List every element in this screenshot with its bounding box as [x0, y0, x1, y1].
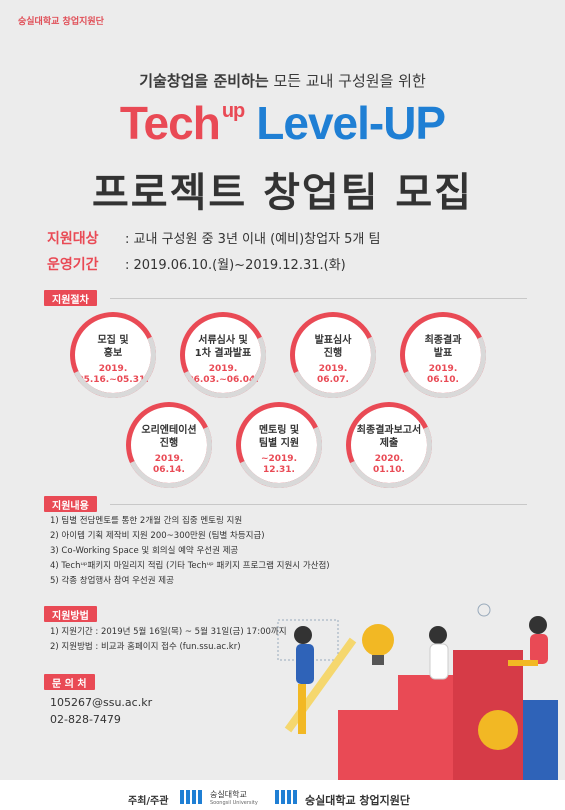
list-item: 3) Co-Working Space 및 회의실 예약 우선권 제공 — [50, 546, 239, 556]
footer-host-label: 주최/주관 — [128, 796, 169, 807]
footer-startup-center: 숭실대학교 창업지원단 — [305, 794, 411, 807]
step-date: 2020. 01.10. — [373, 454, 405, 475]
list-item: 2) 지원방법 : 비교과 홈페이지 접수 (fun.ssu.ac.kr) — [50, 642, 241, 652]
step-name: 오리엔테이션 진행 — [141, 425, 197, 449]
step-7: 최종결과보고서 제출 2020. 01.10. — [346, 402, 432, 488]
title-tech: Tech — [119, 97, 221, 149]
step-name: 발표심사 진행 — [314, 335, 352, 359]
list-item: 1) 팀별 전담멘토를 통한 2개월 간의 집중 멘토링 지원 — [50, 516, 243, 526]
step-name: 서류심사 및 1차 결과발표 — [194, 335, 252, 359]
step-date: 2019. 06.10. — [427, 364, 459, 385]
startup-center-logo-icon — [275, 789, 299, 808]
info-target-key: 지원대상 — [47, 231, 99, 247]
info-target-value: : 교내 구성원 중 3년 이내 (예비)창업자 5개 팀 — [125, 232, 381, 247]
list-item: 1) 지원기간 : 2019년 5월 16일(목) ~ 5월 31일(금) 17… — [50, 627, 287, 637]
title-up-superscript: up — [221, 100, 245, 122]
section-divider — [110, 504, 527, 505]
list-item: 4) Techᵘᵖ패키지 마일리지 적립 (기타 Techᵘᵖ 패키지 프로그램… — [50, 561, 330, 571]
section-label-contact: 문 의 처 — [44, 674, 95, 690]
section-label-content: 지원내용 — [44, 496, 97, 512]
step-date: 2019. 06.14. — [153, 454, 185, 475]
step-date: 2019. 06.03.~06.04. — [187, 364, 259, 385]
step-5: 오리엔테이션 진행 2019. 06.14. — [126, 402, 212, 488]
step-name: 최종결과보고서 제출 — [356, 425, 422, 449]
step-name: 멘토링 및 팀별 지원 — [258, 425, 300, 449]
step-date: ~2019. 12.31. — [260, 454, 297, 475]
footer-university: 숭실대학교 Soongsil University — [210, 790, 258, 808]
list-item: 5) 각종 창업행사 참여 우선권 제공 — [50, 576, 174, 586]
step-date: 2019. 05.16.~05.31. — [77, 364, 149, 385]
step-2: 서류심사 및 1차 결과발표 2019. 06.03.~06.04. — [180, 312, 266, 398]
step-6: 멘토링 및 팀별 지원 ~2019. 12.31. — [236, 402, 322, 488]
title-level-up: Level-UP — [256, 97, 446, 149]
content-list: 1) 팀별 전담멘토를 통한 2개월 간의 집중 멘토링 지원 2) 아이템 기… — [50, 514, 330, 589]
step-name: 최종결과 발표 — [424, 335, 462, 359]
title-recruit: 프로젝트 창업팀 모집 — [91, 170, 474, 216]
contact-phone: 02-828-7479 — [50, 713, 121, 726]
section-divider — [110, 298, 527, 299]
method-list: 1) 지원기간 : 2019년 5월 16일(목) ~ 5월 31일(금) 17… — [50, 625, 287, 655]
university-logo-icon — [180, 789, 204, 808]
info-period-value: : 2019.06.10.(월)~2019.12.31.(화) — [125, 258, 346, 273]
info-period: 운영기간 : 2019.06.10.(월)~2019.12.31.(화) — [47, 254, 346, 274]
info-target: 지원대상 : 교내 구성원 중 3년 이내 (예비)창업자 5개 팀 — [47, 228, 380, 248]
title-main: Tech up Level-UP — [0, 96, 565, 150]
contact-list: 105267@ssu.ac.kr 02-828-7479 — [50, 694, 152, 728]
step-3: 발표심사 진행 2019. 06.07. — [290, 312, 376, 398]
contact-email: 105267@ssu.ac.kr — [50, 696, 153, 709]
section-label-process: 지원절차 — [44, 290, 97, 306]
list-item: 2) 아이템 기획 제작비 지원 200~300만원 (팀별 차등지급) — [50, 531, 265, 541]
step-name: 모집 및 홍보 — [97, 335, 129, 359]
subtitle-rest: 모든 교내 구성원을 위한 — [268, 72, 426, 90]
section-label-method: 지원방법 — [44, 606, 97, 622]
organizer-top-label: 숭실대학교 창업지원단 — [18, 17, 104, 27]
footer: 주최/주관 숭실대학교 Soongsil University 숭실대학교 창업지… — [0, 780, 565, 810]
step-1: 모집 및 홍보 2019. 05.16.~05.31. — [70, 312, 156, 398]
step-date: 2019. 06.07. — [317, 364, 349, 385]
subtitle: 기술창업을 준비하는 모든 교내 구성원을 위한 — [0, 70, 565, 91]
teamwork-illustration — [277, 603, 558, 780]
footer-university-en: Soongsil University — [210, 800, 258, 806]
info-period-key: 운영기간 — [47, 257, 99, 273]
footer-university-kr: 숭실대학교 — [210, 790, 247, 799]
step-4: 최종결과 발표 2019. 06.10. — [400, 312, 486, 398]
subtitle-bold: 기술창업을 준비하는 — [139, 72, 269, 90]
